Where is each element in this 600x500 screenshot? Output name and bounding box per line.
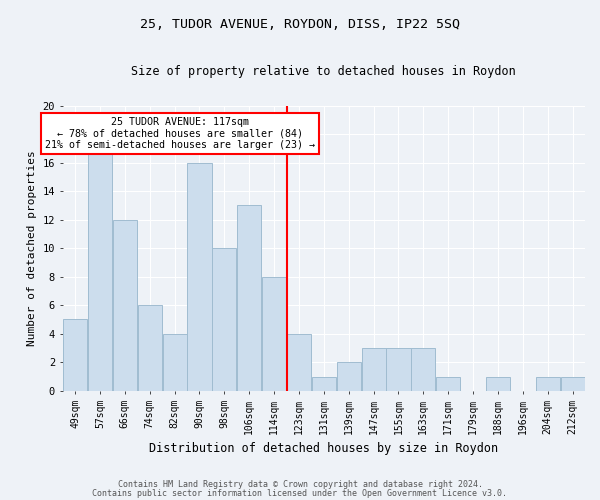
Text: 25, TUDOR AVENUE, ROYDON, DISS, IP22 5SQ: 25, TUDOR AVENUE, ROYDON, DISS, IP22 5SQ [140,18,460,30]
Bar [137,305,162,391]
Bar [163,334,187,391]
Bar [312,376,336,391]
Text: 25 TUDOR AVENUE: 117sqm
← 78% of detached houses are smaller (84)
21% of semi-de: 25 TUDOR AVENUE: 117sqm ← 78% of detache… [44,117,314,150]
Bar [237,206,261,391]
Bar [386,348,410,391]
Bar [411,348,436,391]
Bar [436,376,460,391]
Bar [187,162,212,391]
Text: Contains HM Land Registry data © Crown copyright and database right 2024.: Contains HM Land Registry data © Crown c… [118,480,482,489]
Bar [486,376,510,391]
Text: Contains public sector information licensed under the Open Government Licence v3: Contains public sector information licen… [92,489,508,498]
Bar [287,334,311,391]
Bar [63,320,87,391]
Bar [560,376,584,391]
Bar [362,348,386,391]
Bar [536,376,560,391]
X-axis label: Distribution of detached houses by size in Roydon: Distribution of detached houses by size … [149,442,499,455]
Y-axis label: Number of detached properties: Number of detached properties [27,150,37,346]
Bar [212,248,236,391]
Title: Size of property relative to detached houses in Roydon: Size of property relative to detached ho… [131,65,516,78]
Bar [337,362,361,391]
Bar [113,220,137,391]
Bar [262,276,286,391]
Bar [88,148,112,391]
